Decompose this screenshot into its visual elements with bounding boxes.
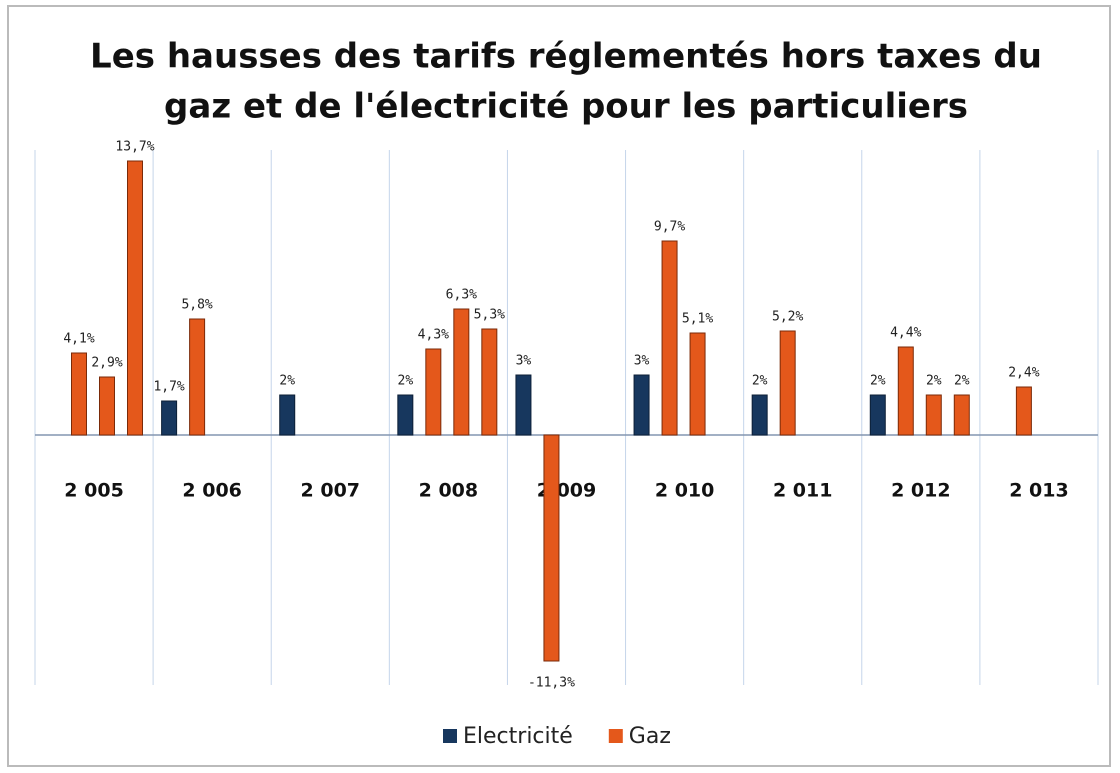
data-label: 13,7% (115, 140, 154, 155)
data-label: 5,1% (682, 312, 713, 327)
bar (71, 352, 87, 436)
data-label: 2% (752, 374, 768, 389)
data-label: 2% (926, 374, 942, 389)
x-tick-label: 2 012 (891, 480, 951, 502)
bar (161, 400, 178, 436)
data-label: 5,3% (474, 308, 505, 323)
data-label: 5,8% (181, 298, 212, 313)
chart-title: Les hausses des tarifs réglementés hors … (90, 37, 1042, 77)
data-label: 2% (870, 374, 886, 389)
bar (397, 394, 414, 436)
data-label: 2% (398, 374, 414, 389)
data-label: 2,4% (1008, 366, 1039, 381)
data-label: 2,9% (91, 356, 122, 371)
data-label: -11,3% (528, 676, 575, 691)
bar (661, 240, 678, 436)
bar (481, 328, 498, 436)
x-tick-label: 2 007 (301, 480, 361, 502)
bar (1015, 386, 1032, 436)
data-label: 3% (634, 354, 650, 369)
bar (953, 394, 970, 436)
legend-label: Gaz (629, 724, 671, 749)
x-tick-label: 2 008 (419, 480, 479, 502)
data-label: 2% (279, 374, 295, 389)
data-label: 4,3% (418, 328, 449, 343)
x-tick-label: 2 011 (773, 480, 833, 502)
x-tick-label: 2 010 (655, 480, 715, 502)
x-tick-label: 2 006 (182, 480, 242, 502)
bar (279, 394, 296, 436)
bar (189, 318, 206, 436)
x-tick-label: 2 013 (1009, 480, 1069, 502)
bar (515, 374, 532, 436)
data-label: 1,7% (153, 380, 184, 395)
data-label: 4,1% (63, 332, 94, 347)
legend-swatch (443, 729, 457, 743)
data-label: 9,7% (654, 220, 685, 235)
bar (689, 332, 706, 436)
bar (127, 160, 143, 436)
chart-title: gaz et de l'électricité pour les particu… (164, 87, 968, 127)
bar (453, 308, 470, 436)
bar (779, 330, 796, 436)
data-label: 3% (516, 354, 532, 369)
bar (543, 434, 560, 662)
bar (869, 394, 886, 436)
data-label: 4,4% (890, 326, 921, 341)
bar (925, 394, 942, 436)
legend-swatch (608, 729, 623, 743)
bar (99, 376, 115, 436)
data-label: 2% (954, 374, 970, 389)
bar (425, 348, 442, 436)
x-tick-label: 2 005 (64, 480, 124, 502)
data-label: 5,2% (772, 310, 803, 325)
data-label: 6,3% (446, 288, 477, 303)
bar (897, 346, 914, 436)
legend-label: Electricité (463, 724, 573, 749)
bar (633, 374, 650, 436)
bar (751, 394, 768, 436)
